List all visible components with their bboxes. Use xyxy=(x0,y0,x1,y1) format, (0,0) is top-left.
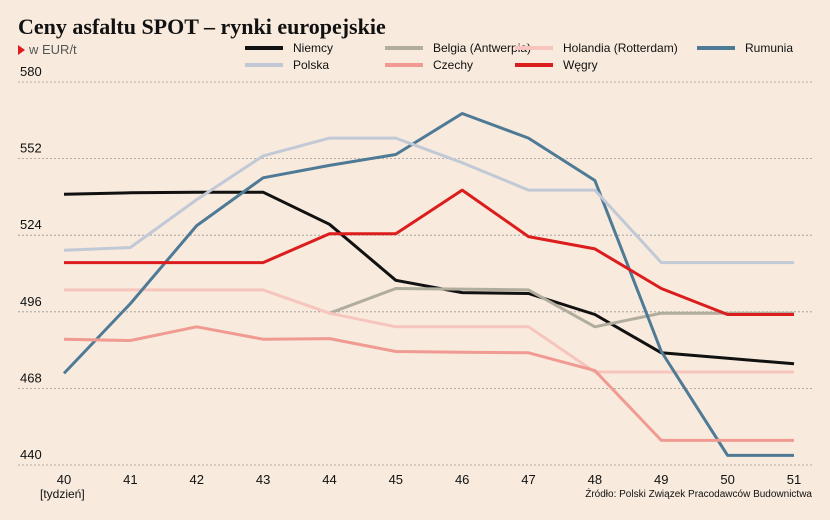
legend: Niemcy Belgia (Antwerpia) Holandia (Rotter… xyxy=(245,41,793,72)
series-line-0 xyxy=(63,190,795,366)
x-tick-label: 48 xyxy=(588,472,602,487)
triangle-marker-icon xyxy=(18,45,25,55)
x-axis-ticks: 40 41 42 43 44 45 46 47 48 49 50 51 xyxy=(57,472,801,487)
legend-label-4: Polska xyxy=(293,58,329,72)
series-line-1 xyxy=(328,287,794,329)
series-line-5 xyxy=(63,325,794,442)
grid-lines xyxy=(18,81,812,466)
source-note: Źródło: Polski Związek Pracodawców Budow… xyxy=(585,489,812,500)
y-axis-ticks: 440 468 496 524 552 580 xyxy=(20,64,42,462)
legend-label-3: Rumunia xyxy=(745,41,793,55)
y-tick-label: 496 xyxy=(20,294,42,309)
legend-label-0: Niemcy xyxy=(293,41,333,55)
x-tick-label: 41 xyxy=(123,472,137,487)
x-tick-label: 43 xyxy=(256,472,270,487)
legend-label-2: Holandia (Rotterdam) xyxy=(563,41,678,55)
legend-label-6: Węgry xyxy=(563,58,598,72)
x-tick-label: 44 xyxy=(322,472,336,487)
y-tick-label: 552 xyxy=(20,141,42,156)
x-tick-label: 45 xyxy=(389,472,403,487)
y-tick-label: 468 xyxy=(20,370,42,385)
unit-label: w EUR/t xyxy=(18,42,77,57)
y-tick-label: 524 xyxy=(20,217,42,232)
x-tick-label: 47 xyxy=(521,472,535,487)
legend-label-5: Czechy xyxy=(433,58,473,72)
series-line-2 xyxy=(64,288,794,374)
x-tick-label: 42 xyxy=(189,472,203,487)
y-tick-label: 580 xyxy=(20,64,42,79)
x-tick-label: 49 xyxy=(654,472,668,487)
series-line-3 xyxy=(62,112,794,457)
unit-text: w EUR/t xyxy=(29,42,77,57)
series-lines xyxy=(62,112,795,457)
chart-title: Ceny asfaltu SPOT – rynki europejskie xyxy=(18,14,386,39)
x-tick-label: 51 xyxy=(787,472,801,487)
x-tick-label: 50 xyxy=(720,472,734,487)
x-tick-label: 40 xyxy=(57,472,71,487)
legend-label-1: Belgia (Antwerpia) xyxy=(433,41,531,55)
x-tick-label: 46 xyxy=(455,472,469,487)
y-tick-label: 440 xyxy=(20,447,42,462)
series-line-6 xyxy=(64,188,794,316)
series-line-4 xyxy=(63,136,794,265)
x-axis-label: [tydzień] xyxy=(40,487,85,501)
